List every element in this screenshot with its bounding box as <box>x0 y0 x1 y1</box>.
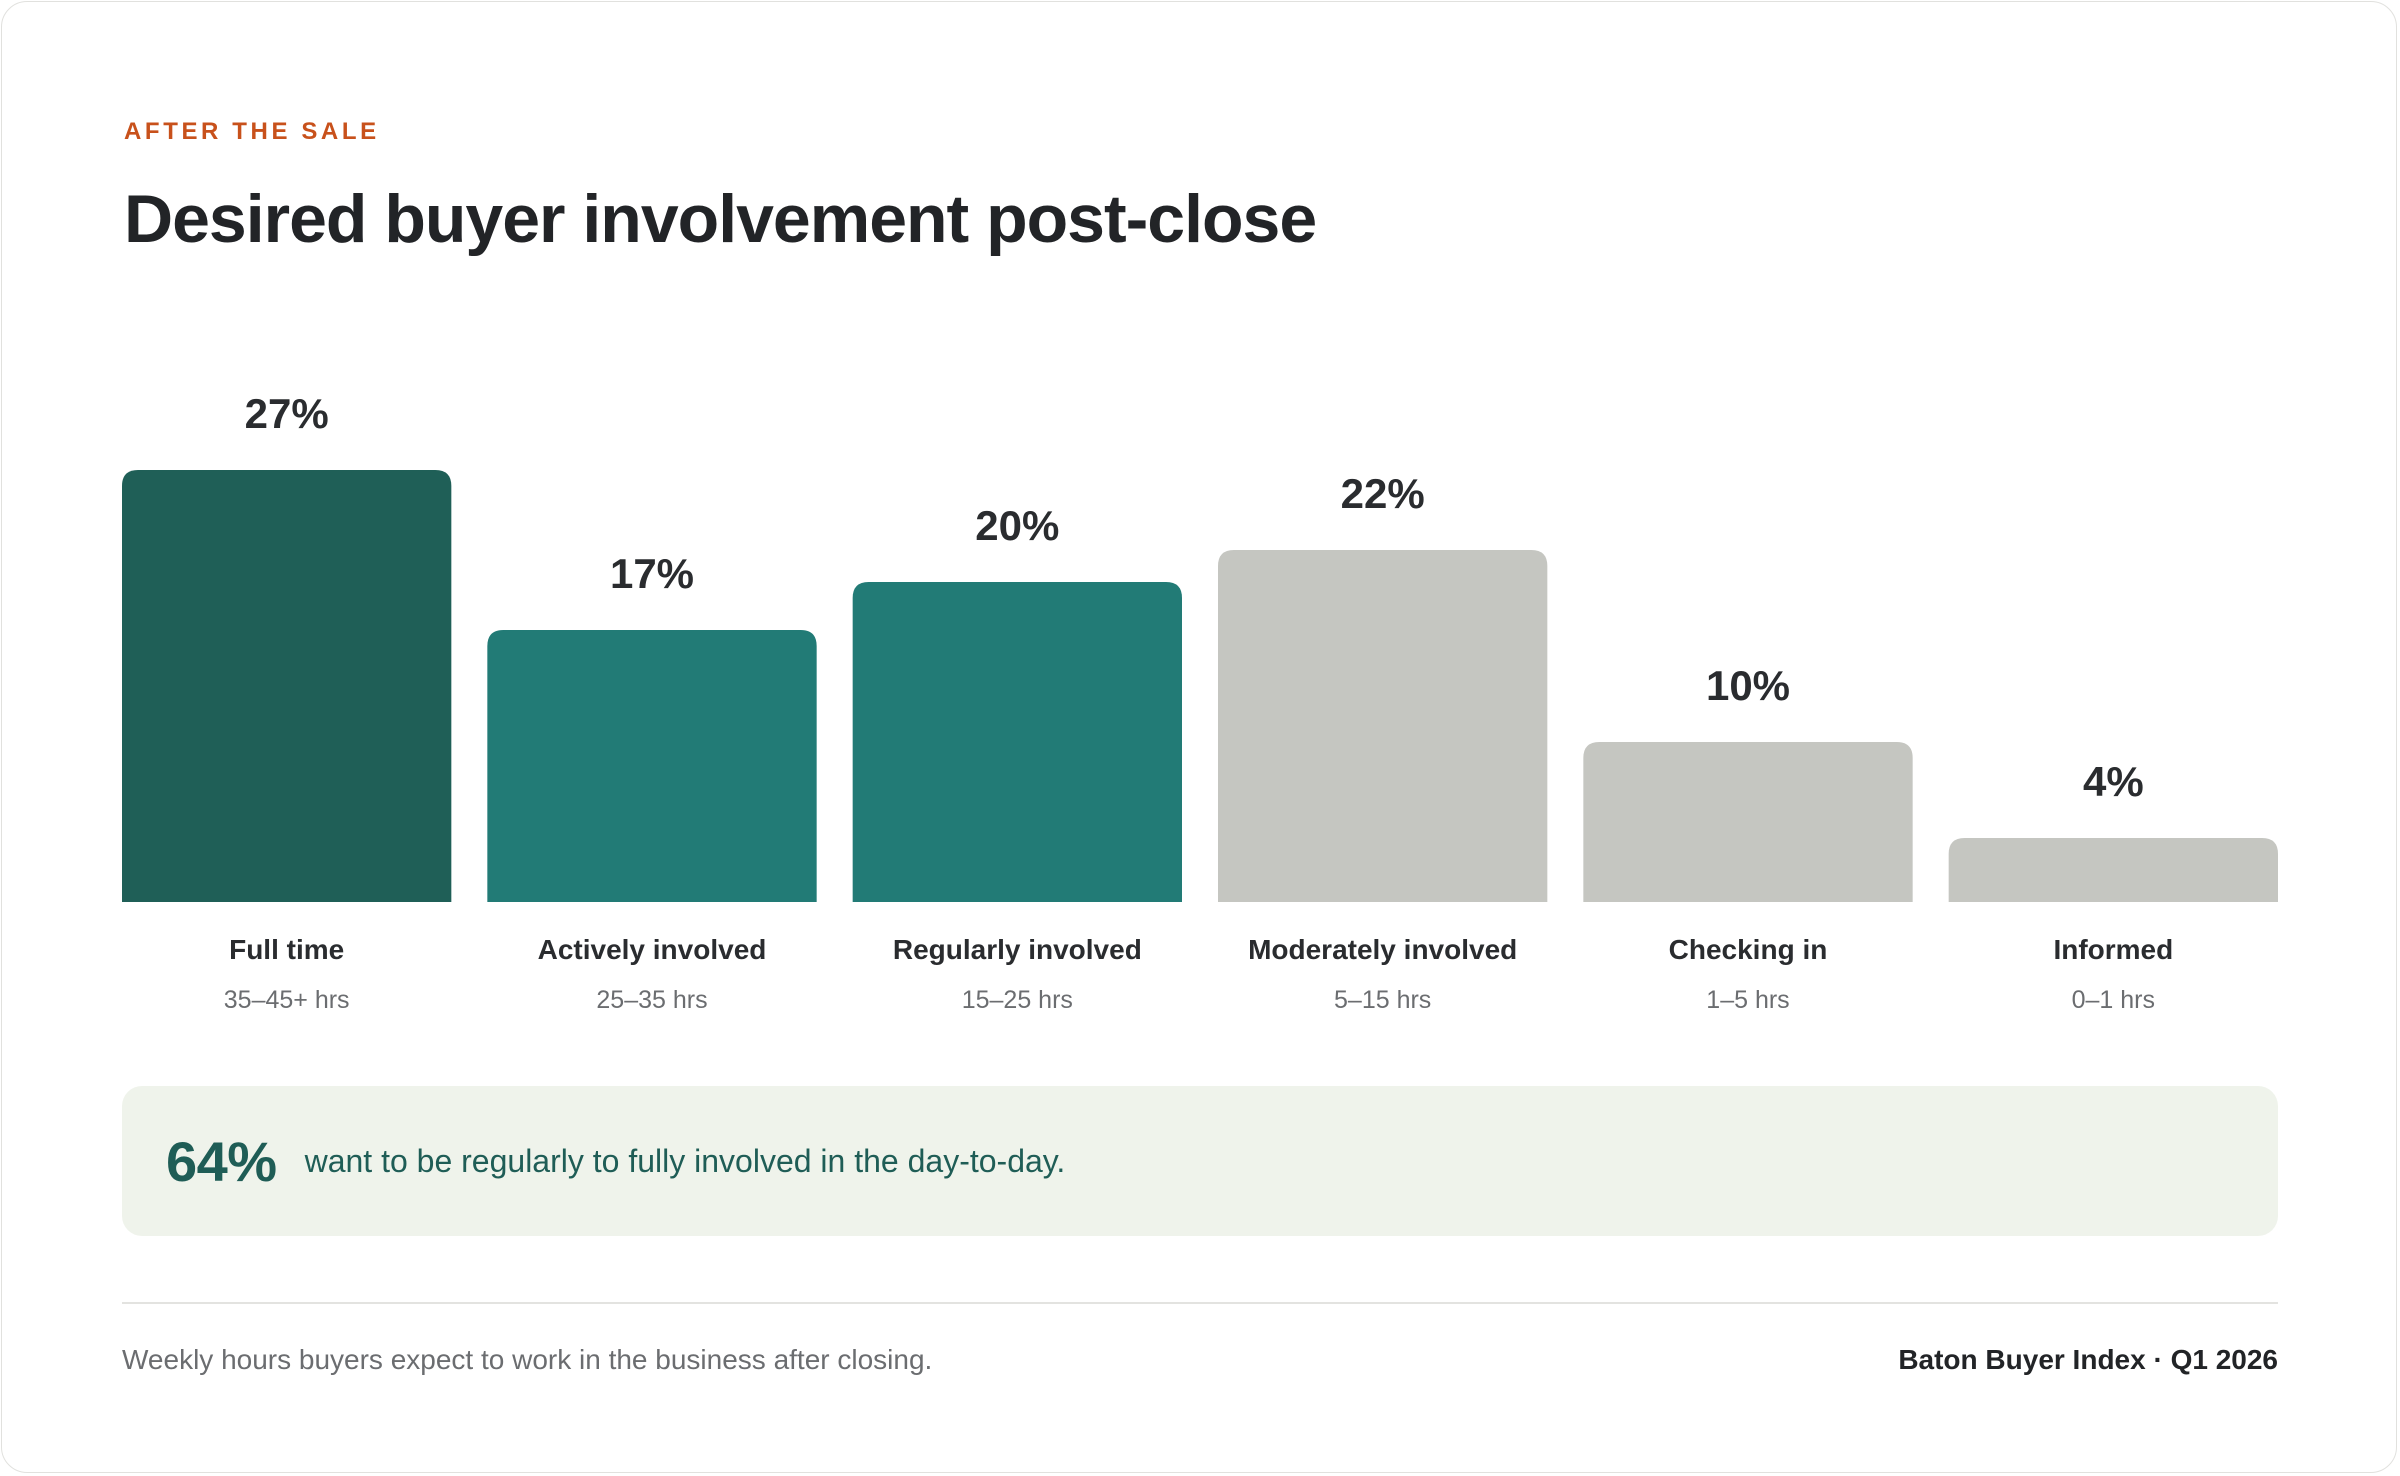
category-label-moderately-involved: Moderately involved <box>1248 934 1517 965</box>
category-label-checking-in: Checking in <box>1669 934 1828 965</box>
value-label-regularly-involved: 20% <box>975 502 1059 549</box>
bar-full-time <box>122 470 452 902</box>
eyebrow-label: AFTER THE SALE <box>124 118 380 145</box>
category-label-regularly-involved: Regularly involved <box>893 934 1142 965</box>
hours-label-informed: 0–1 hrs <box>2072 986 2155 1014</box>
callout-value: 64% <box>166 1129 277 1193</box>
bar-chart: 27% Full time 35–45+ hrs 17% Actively involv… <box>122 390 2278 1014</box>
value-label-actively-involved: 17% <box>610 550 694 597</box>
bar-checking-in <box>1583 742 1913 902</box>
summary-callout: 64% want to be regularly to fully involv… <box>122 1086 2278 1236</box>
bar-informed <box>1948 838 2278 902</box>
hours-label-checking-in: 1–5 hrs <box>1706 986 1789 1014</box>
hours-label-moderately-involved: 5–15 hrs <box>1334 986 1431 1014</box>
value-label-informed: 4% <box>2083 758 2144 805</box>
source-label: Baton Buyer Index · Q1 2026 <box>1898 1344 2278 1375</box>
bar-regularly-involved <box>852 582 1182 902</box>
category-label-actively-involved: Actively involved <box>538 934 767 965</box>
footer-divider <box>122 1302 2278 1304</box>
category-label-full-time: Full time <box>229 934 344 965</box>
category-label-informed: Informed <box>2053 934 2173 965</box>
value-label-checking-in: 10% <box>1706 662 1790 709</box>
callout-text: want to be regularly to fully involved i… <box>304 1142 1066 1179</box>
footnote: Weekly hours buyers expect to work in th… <box>122 1344 933 1375</box>
bar-actively-involved <box>487 630 817 902</box>
chart-title: Desired buyer involvement post-close <box>124 181 1317 257</box>
value-label-full-time: 27% <box>245 390 329 437</box>
hours-label-regularly-involved: 15–25 hrs <box>962 986 1073 1014</box>
value-label-moderately-involved: 22% <box>1341 470 1425 517</box>
bar-moderately-involved <box>1218 550 1548 902</box>
hours-label-actively-involved: 25–35 hrs <box>596 986 707 1014</box>
hours-label-full-time: 35–45+ hrs <box>224 986 350 1014</box>
